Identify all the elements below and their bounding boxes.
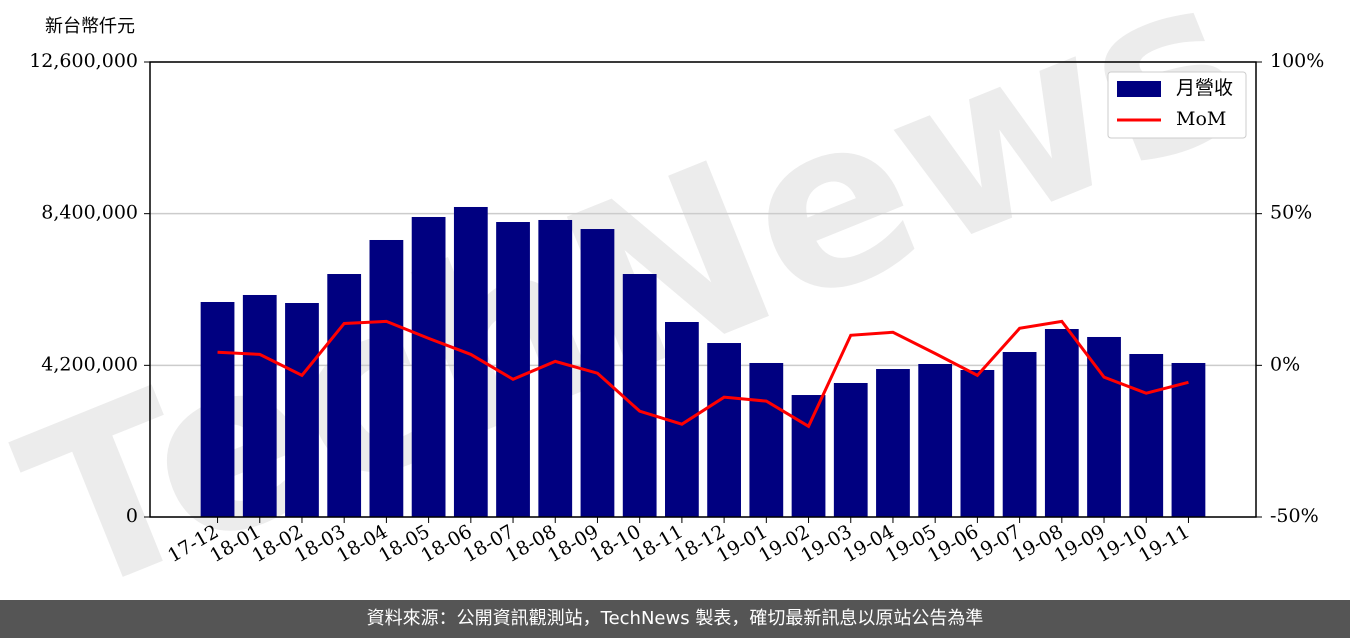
bar [1002, 352, 1037, 517]
bar [749, 362, 784, 517]
bar [327, 274, 362, 517]
bar [1129, 353, 1164, 517]
plot-frame [149, 61, 1257, 518]
bar [1087, 336, 1121, 517]
bar [707, 343, 741, 517]
bar [496, 222, 530, 517]
footer: 資料來源：公開資訊觀測站，TechNews 製表，確切最新訊息以原站公告為準 [0, 600, 1350, 638]
legend-label: 月營收 [1176, 77, 1233, 99]
bar [411, 216, 446, 517]
bar [960, 369, 995, 517]
line [217, 319, 1189, 429]
bar [242, 294, 277, 517]
y-axis-label: 新台幣仟元 [45, 16, 135, 37]
y-tick-label: 12,600,000 [29, 50, 138, 72]
legend-swatch [1117, 81, 1161, 97]
bar [1044, 329, 1079, 517]
legend-label: MoM [1176, 108, 1226, 130]
bar [622, 274, 657, 517]
y2-tick-label: 0% [1270, 353, 1300, 375]
bar [369, 239, 404, 517]
y-tick-label: 4,200,000 [41, 353, 138, 375]
y-tick-label: 8,400,000 [41, 202, 138, 224]
bar [791, 395, 826, 517]
y-tick-label: 0 [126, 505, 138, 527]
bar [876, 369, 910, 517]
y2-tick-label: 100% [1270, 50, 1324, 72]
bar [200, 301, 235, 517]
y2-tick-label: 50% [1270, 202, 1312, 224]
bar [833, 382, 868, 517]
y2-tick-label: -50% [1270, 505, 1319, 527]
bar [538, 219, 573, 517]
bar [285, 303, 319, 517]
bar [1171, 362, 1206, 517]
bar [918, 363, 953, 517]
